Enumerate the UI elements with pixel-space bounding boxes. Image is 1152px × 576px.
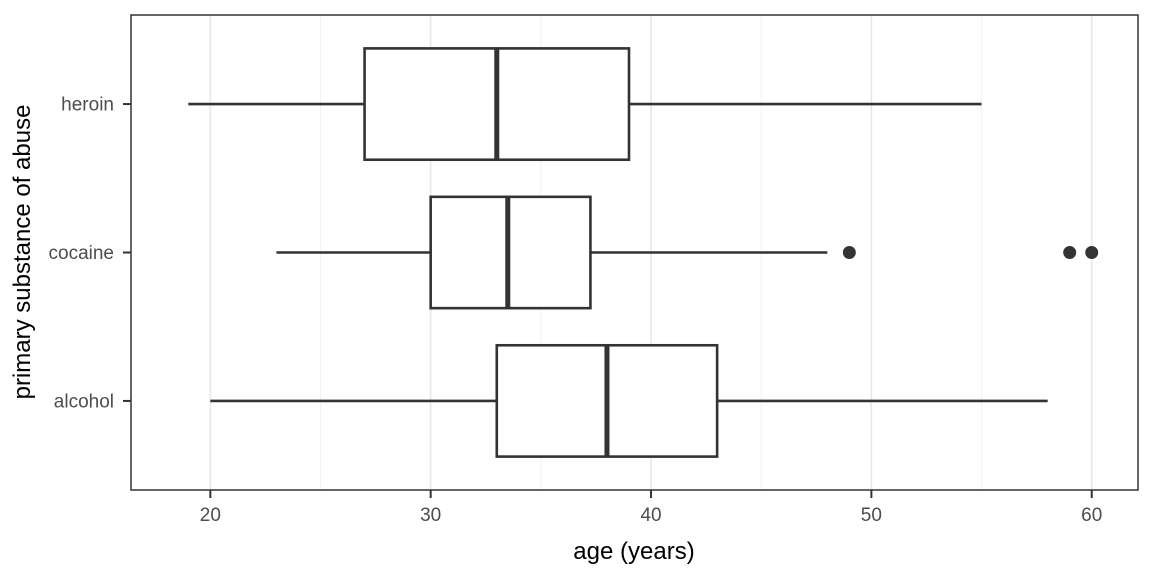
- boxplot-group-heroin: [188, 47, 982, 162]
- y-axis-title: primary substance of abuse: [9, 105, 36, 400]
- y-tick-label-heroin: heroin: [61, 95, 114, 116]
- x-axis-title: age (years): [573, 538, 694, 565]
- x-tick-label: 20: [200, 505, 221, 526]
- boxplot-group-alcohol: [210, 343, 1048, 458]
- x-tick-label: 40: [640, 505, 661, 526]
- x-tick-label: 30: [420, 505, 441, 526]
- y-tick-label-alcohol: alcohol: [54, 391, 114, 412]
- outlier-dot-cocaine: [842, 246, 856, 259]
- boxplot-group-cocaine: [276, 195, 1099, 310]
- axes: 20 30 40 50 60 heroin cocaine alcohol: [49, 95, 1103, 526]
- x-tick-label: 50: [861, 505, 882, 526]
- x-tick-label: 60: [1081, 505, 1102, 526]
- outlier-dot-cocaine: [1063, 246, 1077, 259]
- iqr-box-cocaine: [429, 195, 592, 310]
- outlier-dot-cocaine: [1085, 246, 1099, 259]
- plot-data: [188, 47, 1099, 458]
- y-tick-label-cocaine: cocaine: [49, 243, 115, 264]
